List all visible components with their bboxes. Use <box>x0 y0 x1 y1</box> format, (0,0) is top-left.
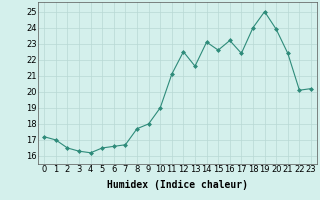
X-axis label: Humidex (Indice chaleur): Humidex (Indice chaleur) <box>107 180 248 190</box>
